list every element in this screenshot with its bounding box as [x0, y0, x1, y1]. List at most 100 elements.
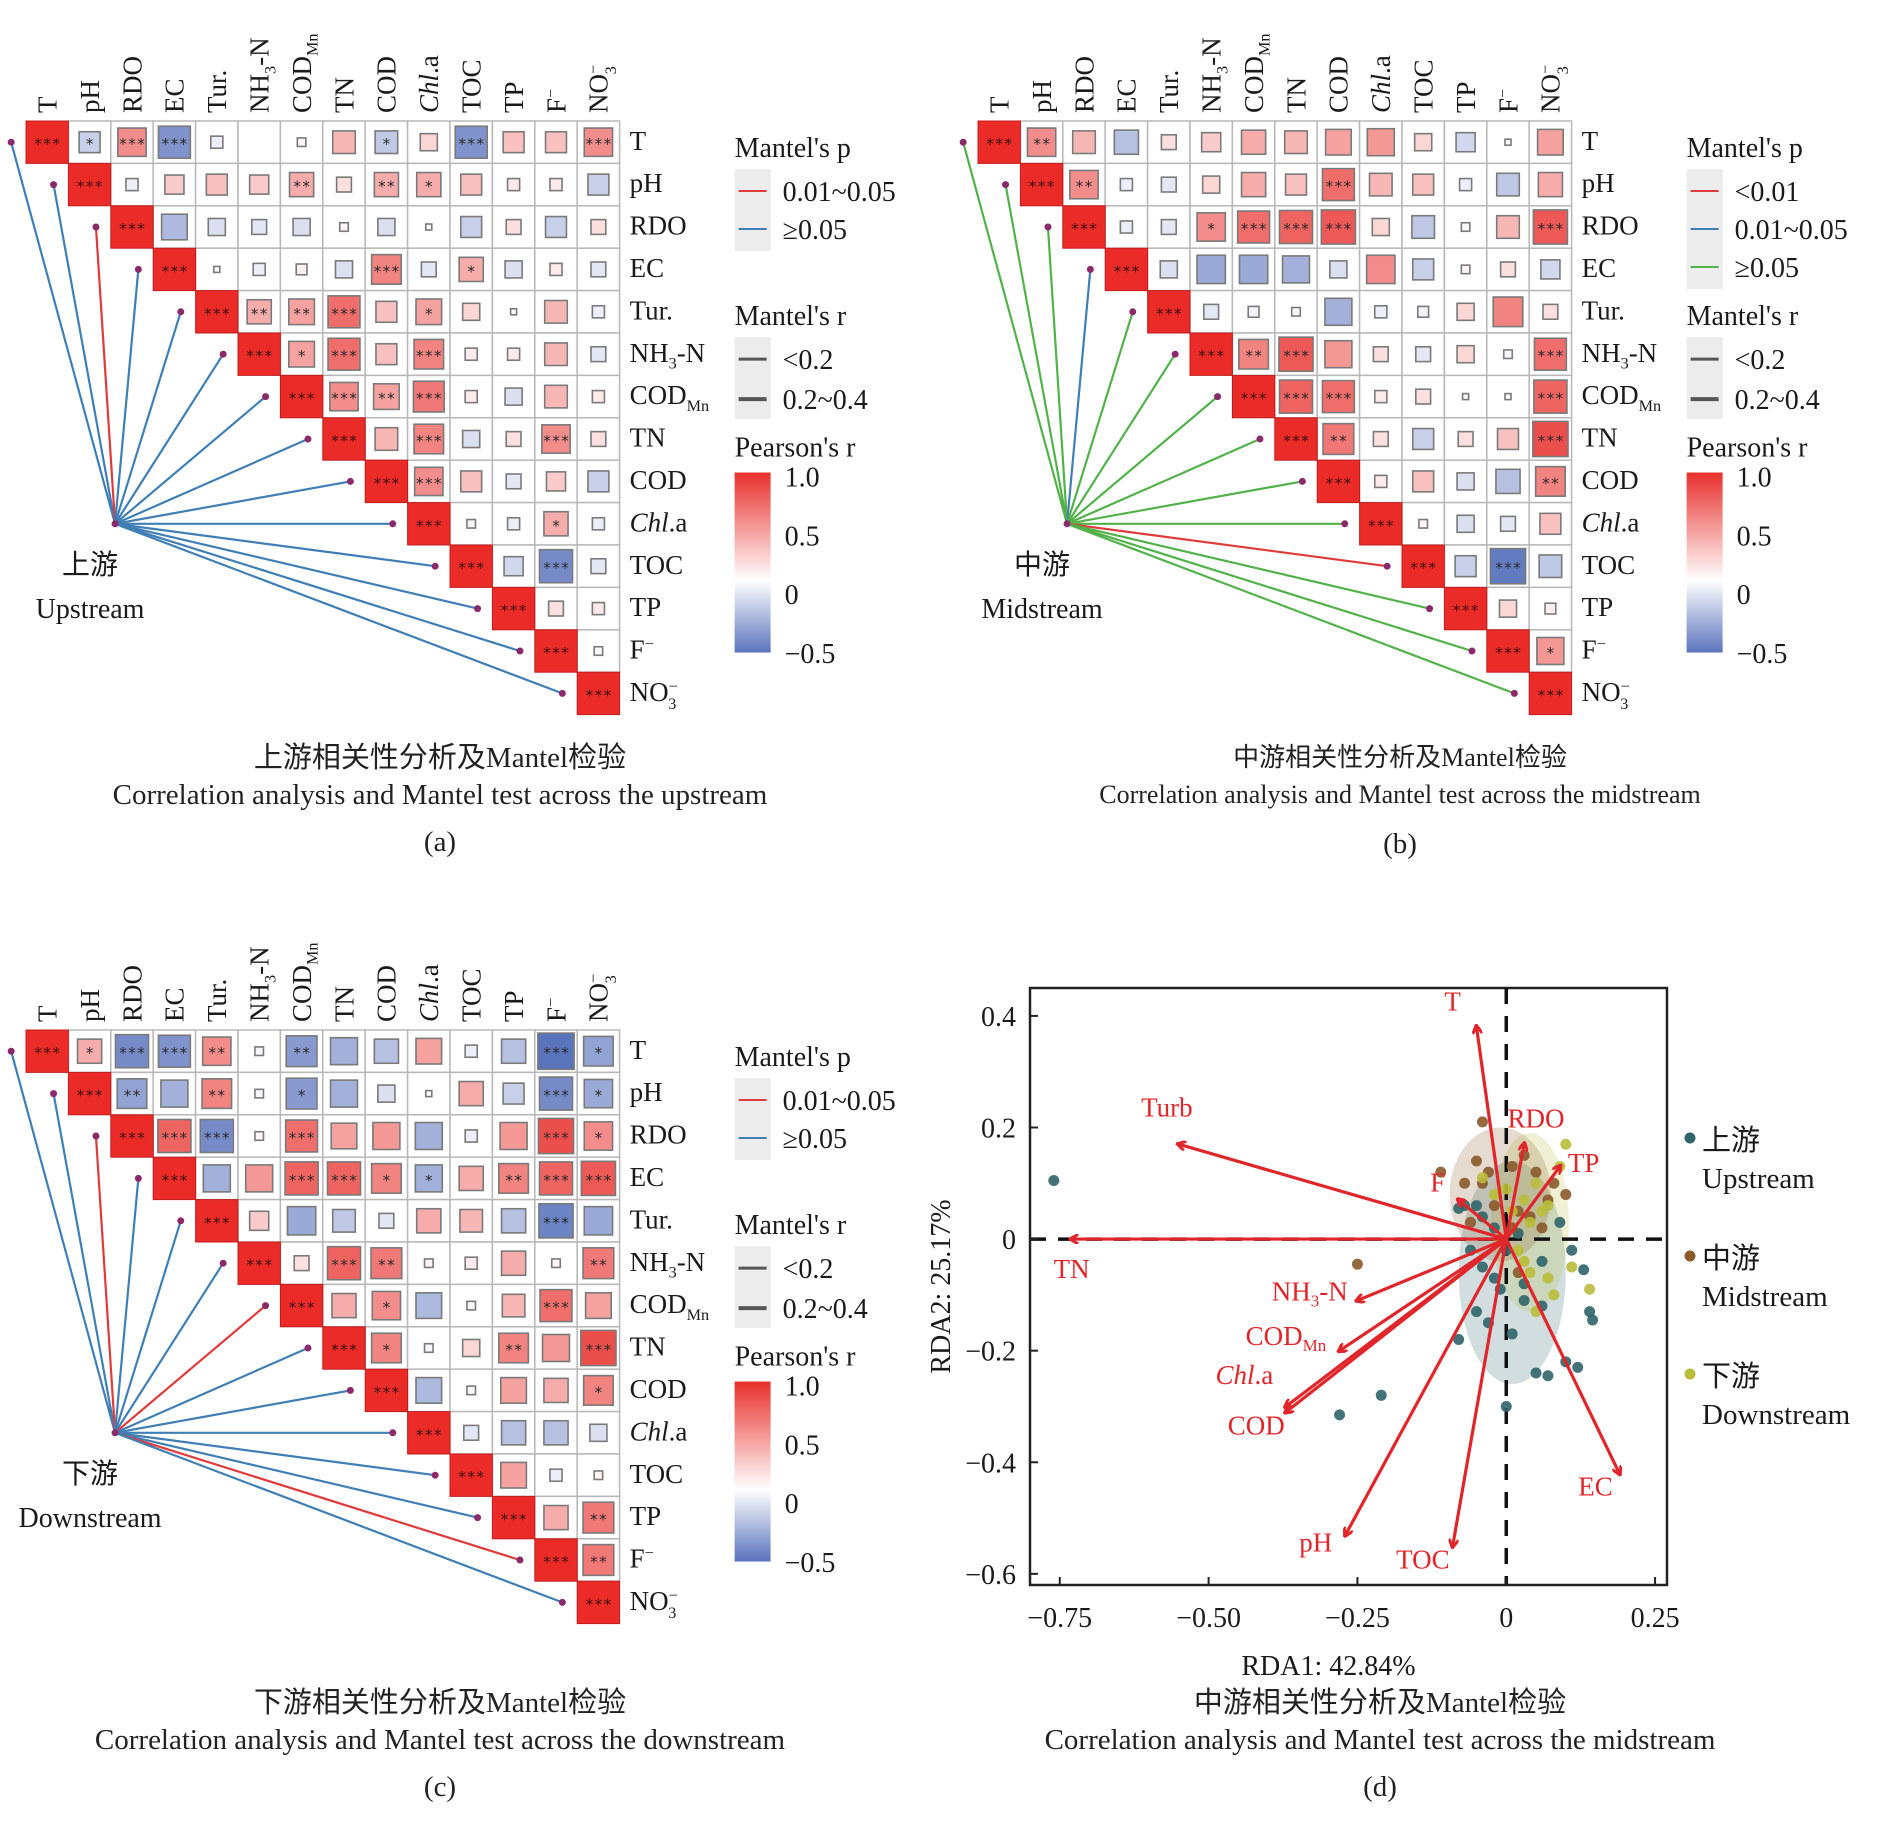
data-point [1518, 1255, 1530, 1267]
site-label-cn: 中游 [1014, 549, 1070, 581]
correlation-square [1492, 296, 1524, 328]
arrow-label: Turb [1141, 1092, 1193, 1122]
correlation-square [293, 1255, 310, 1272]
legend-key-background [734, 1246, 771, 1329]
mantel-line-endpoint [7, 1047, 15, 1055]
row-label: COD [630, 1374, 687, 1404]
correlation-square [544, 130, 568, 154]
correlation-square [374, 130, 399, 155]
column-header: NO−3 [584, 974, 620, 1022]
correlation-square [591, 601, 606, 616]
row-label: T [630, 126, 647, 156]
correlation-square [157, 125, 192, 159]
row-label: COD [1582, 465, 1639, 495]
data-point [1524, 1216, 1536, 1228]
correlation-square [420, 261, 437, 278]
correlation-square [582, 1501, 615, 1534]
data-point [1500, 1400, 1512, 1412]
mantel-line-endpoint [1002, 181, 1010, 189]
y-tick-label: 0 [1002, 1225, 1016, 1256]
significance-label: *** [542, 1214, 569, 1232]
significance-label: ** [293, 305, 311, 323]
legend-label-en: Upstream [1702, 1163, 1815, 1195]
significance-label: *** [1325, 390, 1352, 408]
column-header: T [33, 96, 63, 113]
y-tick-label: −0.2 [965, 1337, 1016, 1368]
correlation-square [1238, 254, 1269, 285]
row-label: F− [1582, 635, 1606, 665]
mantel-line-endpoint [304, 435, 312, 443]
correlation-square [288, 171, 315, 198]
significance-label: * [297, 347, 306, 365]
correlation-square [504, 387, 523, 406]
significance-label: *** [1325, 178, 1352, 196]
mantel-line-endpoint [1341, 520, 1349, 528]
diagonal-cell [237, 332, 281, 376]
correlation-square [326, 1245, 362, 1281]
correlation-square [414, 1121, 444, 1151]
correlation-square [1415, 388, 1432, 405]
diagonal-cell [1359, 502, 1403, 546]
correlation-square [288, 340, 316, 368]
correlation-square [590, 430, 607, 448]
correlation-square [413, 423, 445, 455]
diagonal-cell [534, 1538, 578, 1582]
correlation-square [205, 173, 229, 196]
significance-label: *** [542, 1129, 569, 1147]
significance-label: *** [1240, 220, 1267, 238]
significance-label: *** [373, 262, 400, 280]
mantel-line-endpoint [219, 350, 227, 358]
diagonal-cell [364, 459, 409, 504]
mantel-line-endpoint [50, 181, 58, 189]
colorbar-tick-label: 0.5 [785, 521, 820, 552]
correlation-square [1458, 177, 1473, 192]
correlation-square [580, 1329, 617, 1367]
correlation-square [1460, 221, 1471, 233]
column-header: pH [1027, 80, 1057, 113]
significance-label: *** [330, 1341, 357, 1359]
legend-mantel-p-label: 0.01~0.05 [1735, 215, 1848, 246]
correlation-square [372, 1121, 401, 1151]
data-point [1476, 1116, 1488, 1128]
row-label: TP [630, 1501, 662, 1531]
correlation-square [1489, 547, 1527, 585]
correlation-square [1240, 171, 1267, 198]
correlation-square [1496, 427, 1520, 451]
row-label: EC [630, 253, 665, 283]
column-header: Tur. [202, 979, 232, 1022]
correlation-square [464, 389, 479, 404]
significance-label: ** [208, 1087, 226, 1105]
correlation-square [1200, 131, 1222, 153]
mantel-line-endpoint [389, 1429, 397, 1437]
significance-label: *** [542, 559, 569, 577]
correlation-square [1365, 254, 1396, 285]
data-point [1500, 1183, 1512, 1195]
mantel-line-endpoint [92, 223, 100, 231]
correlation-square [419, 132, 439, 152]
loading-arrow [1459, 1200, 1508, 1241]
correlation-square [1495, 468, 1521, 495]
arrow-label: TOC [1396, 1544, 1450, 1574]
column-header: COD [1324, 56, 1354, 113]
significance-label: *** [542, 1171, 569, 1189]
data-point [1530, 1177, 1542, 1189]
correlation-square [1284, 173, 1308, 196]
matrix-cell [576, 629, 621, 673]
correlation-square [1411, 214, 1436, 240]
correlation-square [296, 137, 307, 148]
mantel-line [114, 480, 351, 525]
pearson-colorbar [734, 1381, 771, 1562]
correlation-square [160, 1079, 189, 1108]
data-point [1548, 1289, 1560, 1301]
loading-arrow [1286, 1237, 1508, 1412]
significance-label: *** [330, 432, 357, 450]
correlation-square [1460, 264, 1471, 275]
correlation-square [374, 426, 399, 452]
correlation-square [1324, 128, 1352, 156]
significance-label: *** [373, 474, 400, 492]
significance-label: *** [1537, 347, 1564, 365]
correlation-square [1201, 175, 1221, 194]
significance-label: *** [585, 686, 612, 704]
